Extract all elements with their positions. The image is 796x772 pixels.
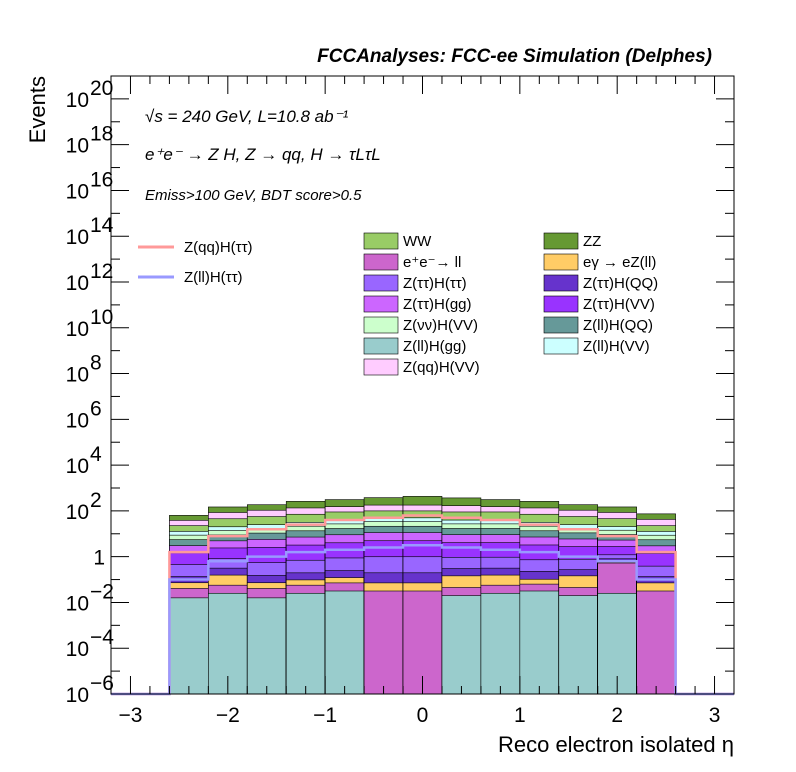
bar-0-10 — [558, 595, 599, 695]
legend-swatch — [363, 232, 399, 250]
stacked-bars — [169, 496, 676, 695]
legend-label: ZZ — [583, 233, 601, 250]
bar-0-4 — [324, 590, 365, 695]
y-tick-label: 10 — [66, 272, 89, 295]
y-tick-exponent: 6 — [90, 397, 102, 420]
x-tick-label: −2 — [216, 704, 240, 727]
line-1 — [111, 543, 734, 696]
y-tick-label: 10 — [66, 592, 89, 615]
x-tick-label: −1 — [313, 704, 337, 727]
x-tick-label: −3 — [118, 704, 142, 727]
bar-0-7 — [441, 595, 482, 695]
y-tick-label: 10 — [66, 89, 89, 112]
y-tick-exponent: −6 — [90, 672, 114, 695]
y-tick-label: 10 — [66, 180, 89, 203]
legend-label: Z(ττ)H(gg) — [403, 296, 472, 313]
y-tick-label: 10 — [66, 364, 89, 387]
legend-label: Z(ll)H(QQ) — [583, 317, 653, 334]
legend-swatch — [543, 253, 579, 271]
y-axis-label: Events — [25, 76, 50, 143]
legend-swatch — [363, 274, 399, 292]
axes: −3 −2 −1 0 1 2 3102010181016101410121010108106… — [66, 75, 735, 727]
y-tick-exponent: −4 — [90, 626, 114, 649]
x-tick-label: 0 — [417, 704, 429, 727]
legend-swatch — [543, 316, 579, 334]
y-tick-exponent: 14 — [90, 214, 114, 237]
bar-0-9 — [519, 590, 560, 695]
x-tick-label: 3 — [709, 704, 721, 727]
bar-0-2 — [246, 597, 287, 695]
legend-swatch — [543, 232, 579, 250]
y-tick-exponent: 4 — [90, 443, 102, 466]
legend-label: Z(νν)H(VV) — [403, 317, 478, 334]
legend-swatch — [363, 253, 399, 271]
y-tick-label: 10 — [66, 684, 89, 707]
legend-swatch — [543, 274, 579, 292]
y-tick-exponent: 12 — [90, 260, 113, 283]
y-tick-exponent: 10 — [90, 306, 113, 329]
y-tick-exponent: 16 — [90, 168, 113, 191]
legend-label: WW — [403, 233, 432, 250]
legend-swatch — [363, 358, 399, 376]
legend-swatch — [543, 337, 579, 355]
bar-0-3 — [285, 592, 326, 695]
y-tick-exponent: 2 — [90, 489, 102, 512]
y-tick-label: 10 — [66, 226, 89, 249]
x-tick-label: 1 — [514, 704, 526, 727]
legend-swatch — [363, 316, 399, 334]
y-tick-exponent: 8 — [90, 352, 102, 375]
y-tick-label: 10 — [66, 135, 89, 158]
bar-0-8 — [480, 592, 521, 695]
legend-line-label: Z(ll)H(ττ) — [184, 269, 243, 286]
chart-title: FCCAnalyses: FCC-ee Simulation (Delphes) — [317, 46, 712, 67]
signal-lines — [111, 514, 734, 696]
y-tick-label: 10 — [66, 638, 89, 661]
x-tick-label: 2 — [611, 704, 623, 727]
bar-1-5 — [363, 590, 404, 695]
legend-swatch — [543, 295, 579, 313]
annotation-process: e⁺e⁻ → Z H, Z → qq, H → τLτL — [145, 145, 381, 164]
legend-label: Z(ττ)H(VV) — [583, 296, 655, 313]
y-tick-label: 10 — [66, 501, 89, 524]
legend-swatch — [363, 337, 399, 355]
legend-swatch — [363, 295, 399, 313]
annotation-energy: √s = 240 GeV, L=10.8 ab⁻¹ — [145, 107, 349, 126]
x-axis-label: Reco electron isolated η — [498, 732, 734, 757]
legend: Z(qq)H(ττ) Z(ll)H(ττ) WW e⁺e⁻→ ll Z(ττ)H(ττ)… — [138, 232, 658, 376]
bar-0-0 — [169, 597, 209, 695]
line-0 — [111, 514, 734, 696]
y-tick-exponent: 20 — [90, 77, 113, 100]
legend-label: Z(ll)H(gg) — [403, 338, 466, 355]
legend-label: eγ → eZ(ll) — [583, 254, 656, 271]
legend-line-label: Z(qq)H(ττ) — [184, 239, 253, 256]
legend-label: Z(qq)H(VV) — [403, 359, 480, 376]
y-tick-label: 10 — [66, 409, 89, 432]
annotation-cuts: Emiss>100 GeV, BDT score>0.5 — [145, 187, 362, 204]
bar-1-12 — [636, 590, 676, 695]
y-tick-label: 10 — [66, 318, 89, 341]
legend-label: e⁺e⁻→ ll — [403, 254, 461, 271]
y-tick-exponent: 18 — [90, 123, 113, 146]
legend-label: Z(ττ)H(ττ) — [403, 275, 467, 292]
y-tick-exponent: −2 — [90, 580, 114, 603]
legend-label: Z(ll)H(VV) — [583, 338, 650, 355]
y-tick-label: 10 — [66, 455, 89, 478]
y-tick-label: 1 — [93, 547, 105, 570]
legend-label: Z(ττ)H(QQ) — [583, 275, 658, 292]
